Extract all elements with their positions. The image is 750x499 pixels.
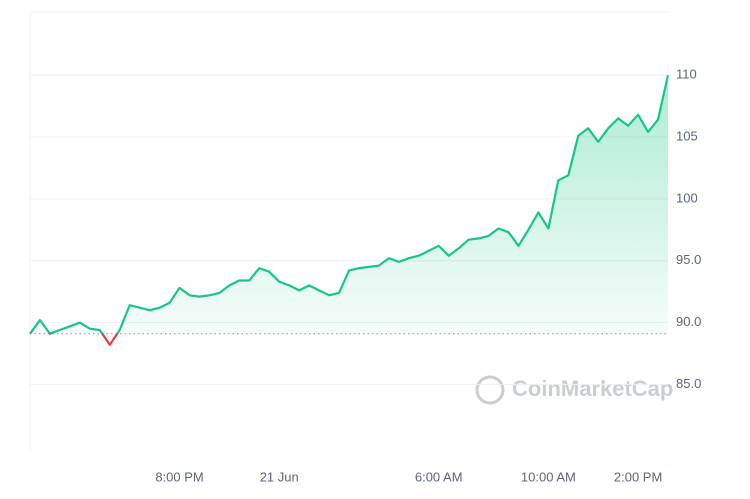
x-tick-label: 8:00 PM: [155, 469, 203, 484]
watermark: CoinMarketCap: [512, 376, 673, 401]
y-tick-label: 110: [676, 67, 697, 82]
x-tick-label: 10:00 AM: [521, 469, 576, 484]
x-tick-label: 6:00 AM: [415, 469, 463, 484]
x-tick-label: 21 Jun: [260, 469, 299, 484]
y-tick-label: 90.0: [676, 314, 701, 329]
y-tick-label: 100: [676, 190, 698, 205]
y-tick-label: 95.0: [676, 252, 701, 267]
y-tick-label: 85.0: [676, 376, 701, 391]
watermark-logo: [475, 375, 505, 405]
area: [30, 75, 668, 345]
y-tick-label: 105: [676, 128, 698, 143]
price-line: [29, 74, 670, 346]
x-tick-label: 2:00 PM: [614, 469, 662, 484]
